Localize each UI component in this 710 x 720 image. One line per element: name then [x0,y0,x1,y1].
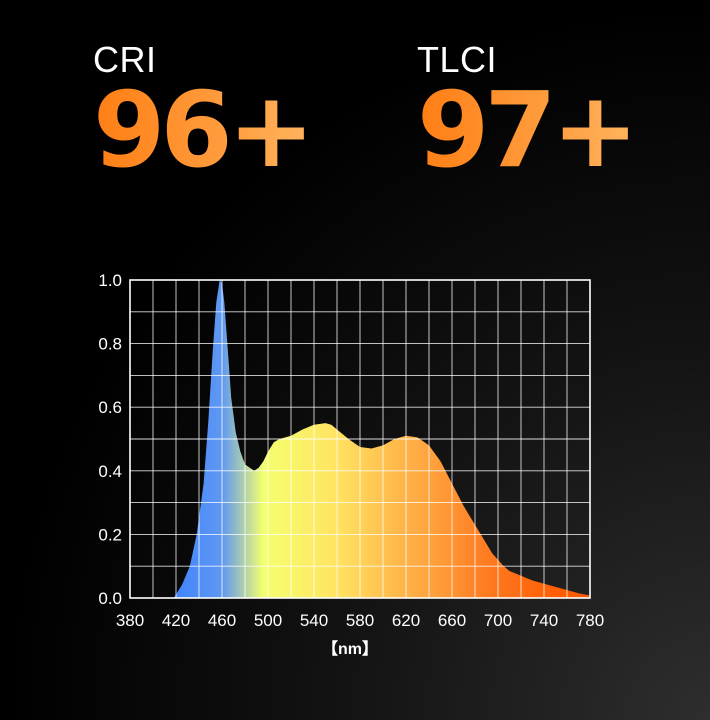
x-tick-label: 660 [438,611,466,630]
x-tick-label: 500 [254,611,282,630]
x-tick-label: 620 [392,611,420,630]
cri-value: 96+ [93,69,315,191]
y-tick-label: 0.8 [98,335,122,354]
y-tick-label: 0.0 [98,589,122,608]
x-tick-label: 540 [300,611,328,630]
x-tick-label: 700 [484,611,512,630]
tlci-value: 97+ [417,69,639,191]
x-tick-label: 380 [116,611,144,630]
x-tick-label: 460 [208,611,236,630]
y-tick-label: 1.0 [98,271,122,290]
x-tick-label: 580 [346,611,374,630]
x-tick-label: 780 [576,611,604,630]
plot-frame [129,279,591,599]
x-tick-label: 740 [530,611,558,630]
x-tick-label: 420 [162,611,190,630]
x-axis-label: 【nm】 [322,640,378,658]
cri-label: CRI [93,39,157,80]
y-tick-label: 0.6 [98,398,122,417]
cri-metric: CRI 96+ [93,39,315,191]
spectrum-area [173,280,590,598]
tlci-label: TLCI [417,39,498,80]
tlci-metric: TLCI 97+ [417,39,639,191]
y-tick-label: 0.4 [98,462,122,481]
y-tick-label: 0.2 [98,525,122,544]
